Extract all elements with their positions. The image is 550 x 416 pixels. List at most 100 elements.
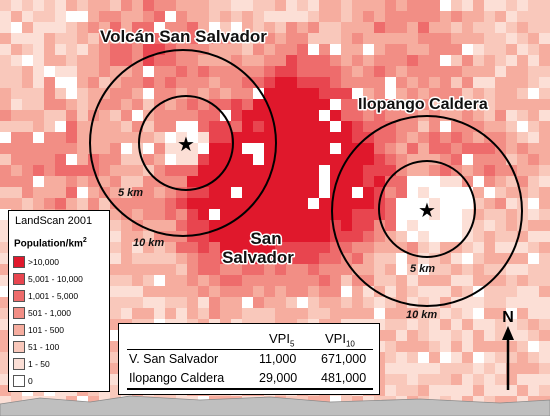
population-cell bbox=[374, 275, 385, 286]
population-cell bbox=[440, 264, 451, 275]
population-cell bbox=[231, 220, 242, 231]
population-cell bbox=[264, 55, 275, 66]
population-cell bbox=[407, 275, 418, 286]
population-cell bbox=[154, 308, 165, 319]
population-cell bbox=[33, 121, 44, 132]
population-cell bbox=[154, 110, 165, 121]
population-cell bbox=[451, 187, 462, 198]
population-cell bbox=[176, 198, 187, 209]
population-cell bbox=[462, 308, 473, 319]
population-cell bbox=[473, 77, 484, 88]
population-cell bbox=[374, 110, 385, 121]
population-cell bbox=[374, 44, 385, 55]
population-cell bbox=[121, 55, 132, 66]
population-cell bbox=[110, 176, 121, 187]
population-cell bbox=[110, 55, 121, 66]
population-cell bbox=[495, 77, 506, 88]
population-cell bbox=[121, 11, 132, 22]
population-cell bbox=[220, 110, 231, 121]
population-cell bbox=[275, 187, 286, 198]
population-cell bbox=[22, 176, 33, 187]
population-cell bbox=[176, 132, 187, 143]
population-cell bbox=[264, 33, 275, 44]
population-cell bbox=[396, 121, 407, 132]
population-cell bbox=[297, 55, 308, 66]
population-cell bbox=[253, 154, 264, 165]
population-cell bbox=[0, 308, 11, 319]
population-cell bbox=[165, 0, 176, 11]
population-cell bbox=[396, 341, 407, 352]
population-cell bbox=[451, 11, 462, 22]
population-cell bbox=[121, 176, 132, 187]
population-cell bbox=[495, 121, 506, 132]
population-cell bbox=[363, 11, 374, 22]
population-cell bbox=[154, 88, 165, 99]
row-vpi10: 671,000 bbox=[321, 352, 367, 366]
population-cell bbox=[88, 132, 99, 143]
population-cell bbox=[220, 275, 231, 286]
population-cell bbox=[242, 198, 253, 209]
population-cell bbox=[484, 66, 495, 77]
population-cell bbox=[495, 11, 506, 22]
population-cell bbox=[396, 176, 407, 187]
population-cell bbox=[121, 33, 132, 44]
population-cell bbox=[308, 88, 319, 99]
population-cell bbox=[462, 187, 473, 198]
population-cell bbox=[319, 308, 330, 319]
population-cell bbox=[0, 176, 11, 187]
population-cell bbox=[198, 154, 209, 165]
population-cell bbox=[539, 110, 550, 121]
population-cell bbox=[374, 132, 385, 143]
population-cell bbox=[121, 297, 132, 308]
population-cell bbox=[319, 44, 330, 55]
population-cell bbox=[209, 66, 220, 77]
population-cell bbox=[319, 253, 330, 264]
population-cell bbox=[66, 88, 77, 99]
population-cell bbox=[198, 165, 209, 176]
population-cell bbox=[165, 88, 176, 99]
population-cell bbox=[506, 11, 517, 22]
population-cell bbox=[88, 66, 99, 77]
population-cell bbox=[495, 198, 506, 209]
population-cell bbox=[11, 187, 22, 198]
population-cell bbox=[286, 22, 297, 33]
population-cell bbox=[55, 121, 66, 132]
row-name: V. San Salvador bbox=[129, 352, 219, 366]
population-cell bbox=[473, 319, 484, 330]
population-cell bbox=[132, 77, 143, 88]
population-cell bbox=[165, 55, 176, 66]
population-cell bbox=[506, 33, 517, 44]
population-cell bbox=[297, 44, 308, 55]
population-cell bbox=[341, 22, 352, 33]
population-cell bbox=[121, 22, 132, 33]
population-cell bbox=[528, 385, 539, 396]
population-cell bbox=[451, 77, 462, 88]
population-cell bbox=[440, 88, 451, 99]
population-cell bbox=[418, 77, 429, 88]
legend-class-label: >10,000 bbox=[28, 257, 59, 267]
population-cell bbox=[396, 77, 407, 88]
population-cell bbox=[264, 176, 275, 187]
population-cell bbox=[187, 220, 198, 231]
population-cell bbox=[220, 264, 231, 275]
legend-class-label: 0 bbox=[28, 376, 33, 386]
population-cell bbox=[451, 143, 462, 154]
population-cell bbox=[506, 187, 517, 198]
population-cell bbox=[495, 176, 506, 187]
population-cell bbox=[495, 143, 506, 154]
population-cell bbox=[44, 132, 55, 143]
population-cell bbox=[418, 275, 429, 286]
population-cell bbox=[495, 110, 506, 121]
population-cell bbox=[539, 275, 550, 286]
population-cell bbox=[352, 242, 363, 253]
population-cell bbox=[66, 121, 77, 132]
population-cell bbox=[253, 275, 264, 286]
population-cell bbox=[407, 242, 418, 253]
population-cell bbox=[286, 110, 297, 121]
population-cell bbox=[440, 44, 451, 55]
population-cell bbox=[308, 99, 319, 110]
population-cell bbox=[484, 330, 495, 341]
population-cell bbox=[462, 264, 473, 275]
population-cell bbox=[264, 187, 275, 198]
population-cell bbox=[198, 77, 209, 88]
